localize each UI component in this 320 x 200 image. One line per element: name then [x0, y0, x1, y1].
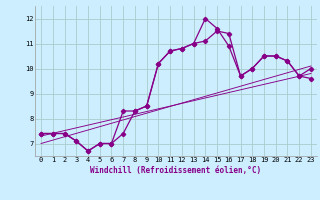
X-axis label: Windchill (Refroidissement éolien,°C): Windchill (Refroidissement éolien,°C)	[91, 166, 261, 175]
